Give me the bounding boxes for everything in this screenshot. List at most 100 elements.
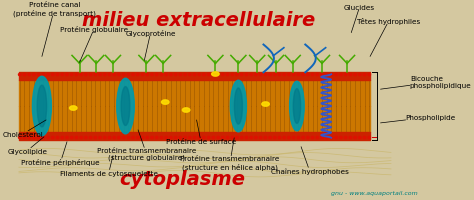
Ellipse shape: [75, 74, 78, 76]
Ellipse shape: [170, 137, 172, 139]
Ellipse shape: [255, 74, 257, 76]
Ellipse shape: [217, 74, 219, 76]
Ellipse shape: [345, 137, 347, 139]
Ellipse shape: [193, 74, 196, 76]
Ellipse shape: [211, 72, 219, 77]
Ellipse shape: [262, 102, 269, 107]
Ellipse shape: [32, 77, 51, 136]
Ellipse shape: [208, 74, 210, 76]
Ellipse shape: [137, 137, 139, 139]
Ellipse shape: [146, 74, 148, 76]
Ellipse shape: [94, 74, 97, 76]
Ellipse shape: [61, 74, 64, 76]
Ellipse shape: [354, 137, 356, 139]
Ellipse shape: [316, 137, 319, 139]
Ellipse shape: [340, 74, 342, 76]
Ellipse shape: [330, 137, 333, 139]
Text: Glucides: Glucides: [344, 5, 375, 33]
Ellipse shape: [302, 74, 304, 76]
Ellipse shape: [307, 74, 309, 76]
Ellipse shape: [250, 137, 253, 139]
Ellipse shape: [288, 74, 290, 76]
Ellipse shape: [89, 74, 92, 76]
Ellipse shape: [47, 74, 49, 76]
Ellipse shape: [259, 74, 262, 76]
Ellipse shape: [155, 137, 158, 139]
Ellipse shape: [162, 100, 169, 105]
Ellipse shape: [99, 137, 101, 139]
Ellipse shape: [335, 74, 337, 76]
Ellipse shape: [132, 74, 134, 76]
Ellipse shape: [345, 74, 347, 76]
Ellipse shape: [52, 74, 54, 76]
Ellipse shape: [141, 74, 144, 76]
Text: Protéine canal
(protéine de transport): Protéine canal (protéine de transport): [13, 2, 96, 57]
Ellipse shape: [297, 137, 300, 139]
Ellipse shape: [358, 74, 361, 76]
Text: Têtes hydrophiles: Têtes hydrophiles: [357, 18, 420, 57]
Ellipse shape: [273, 137, 276, 139]
Ellipse shape: [70, 106, 77, 111]
Ellipse shape: [189, 74, 191, 76]
Text: cytoplasme: cytoplasme: [119, 170, 245, 188]
Ellipse shape: [99, 74, 101, 76]
Ellipse shape: [363, 137, 366, 139]
Ellipse shape: [368, 137, 371, 139]
Ellipse shape: [297, 74, 300, 76]
Ellipse shape: [321, 74, 323, 76]
Text: Chaînes hydrophobes: Chaînes hydrophobes: [271, 147, 348, 174]
Ellipse shape: [113, 137, 116, 139]
Ellipse shape: [198, 74, 201, 76]
Ellipse shape: [203, 137, 205, 139]
Ellipse shape: [18, 74, 21, 76]
Ellipse shape: [198, 137, 201, 139]
Ellipse shape: [363, 74, 366, 76]
Ellipse shape: [283, 137, 285, 139]
Ellipse shape: [250, 74, 253, 76]
Ellipse shape: [293, 89, 301, 124]
Ellipse shape: [326, 137, 328, 139]
Ellipse shape: [269, 137, 271, 139]
Ellipse shape: [335, 137, 337, 139]
Text: Cholesterol: Cholesterol: [3, 120, 46, 137]
Ellipse shape: [311, 137, 314, 139]
Ellipse shape: [80, 137, 82, 139]
Ellipse shape: [146, 137, 148, 139]
Ellipse shape: [292, 137, 295, 139]
Ellipse shape: [174, 74, 177, 76]
Ellipse shape: [18, 137, 21, 139]
Text: Bicouche
phospholipidique: Bicouche phospholipidique: [381, 75, 472, 90]
Ellipse shape: [66, 137, 68, 139]
Ellipse shape: [290, 82, 304, 131]
Ellipse shape: [234, 89, 242, 124]
Ellipse shape: [174, 137, 177, 139]
Ellipse shape: [71, 137, 73, 139]
Ellipse shape: [221, 74, 224, 76]
Text: Filaments de cytosquelette: Filaments de cytosquelette: [60, 156, 158, 176]
Ellipse shape: [236, 74, 238, 76]
Ellipse shape: [155, 74, 158, 76]
Ellipse shape: [184, 74, 186, 76]
Ellipse shape: [108, 137, 111, 139]
Text: Phospholipide: Phospholipide: [381, 114, 456, 123]
Ellipse shape: [94, 137, 97, 139]
Ellipse shape: [354, 74, 356, 76]
Ellipse shape: [89, 137, 92, 139]
Text: Protéine de surface: Protéine de surface: [165, 120, 236, 144]
Ellipse shape: [122, 137, 125, 139]
Ellipse shape: [231, 137, 234, 139]
Ellipse shape: [42, 137, 45, 139]
Ellipse shape: [278, 137, 281, 139]
Ellipse shape: [37, 74, 40, 76]
Ellipse shape: [151, 137, 153, 139]
Ellipse shape: [85, 137, 87, 139]
Ellipse shape: [33, 137, 35, 139]
Ellipse shape: [240, 137, 243, 139]
Ellipse shape: [311, 74, 314, 76]
Text: Glycolipide: Glycolipide: [7, 137, 47, 154]
Ellipse shape: [288, 137, 290, 139]
Ellipse shape: [255, 137, 257, 139]
Ellipse shape: [56, 74, 59, 76]
Ellipse shape: [103, 137, 106, 139]
Ellipse shape: [122, 74, 125, 76]
